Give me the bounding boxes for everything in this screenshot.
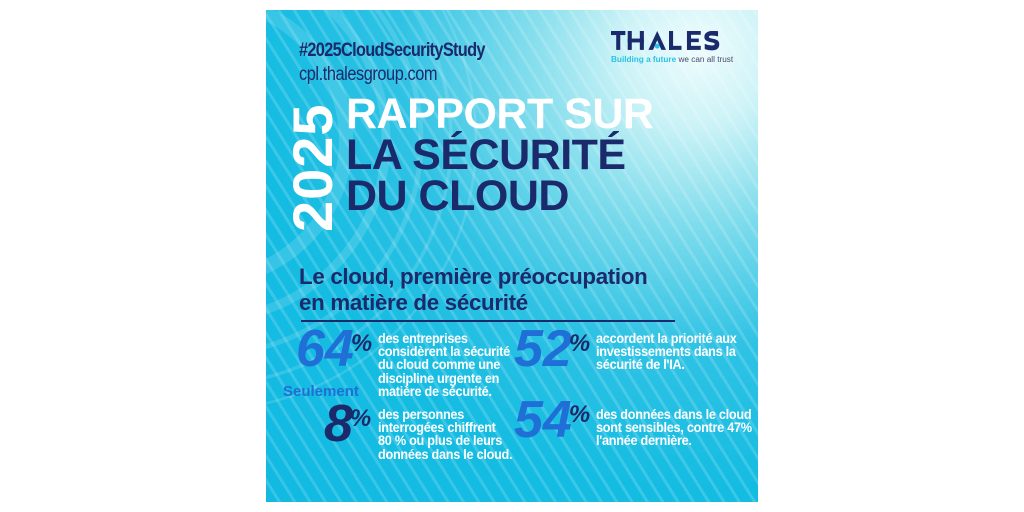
svg-text:Building a future we can all t: Building a future we can all trust [611,55,734,64]
